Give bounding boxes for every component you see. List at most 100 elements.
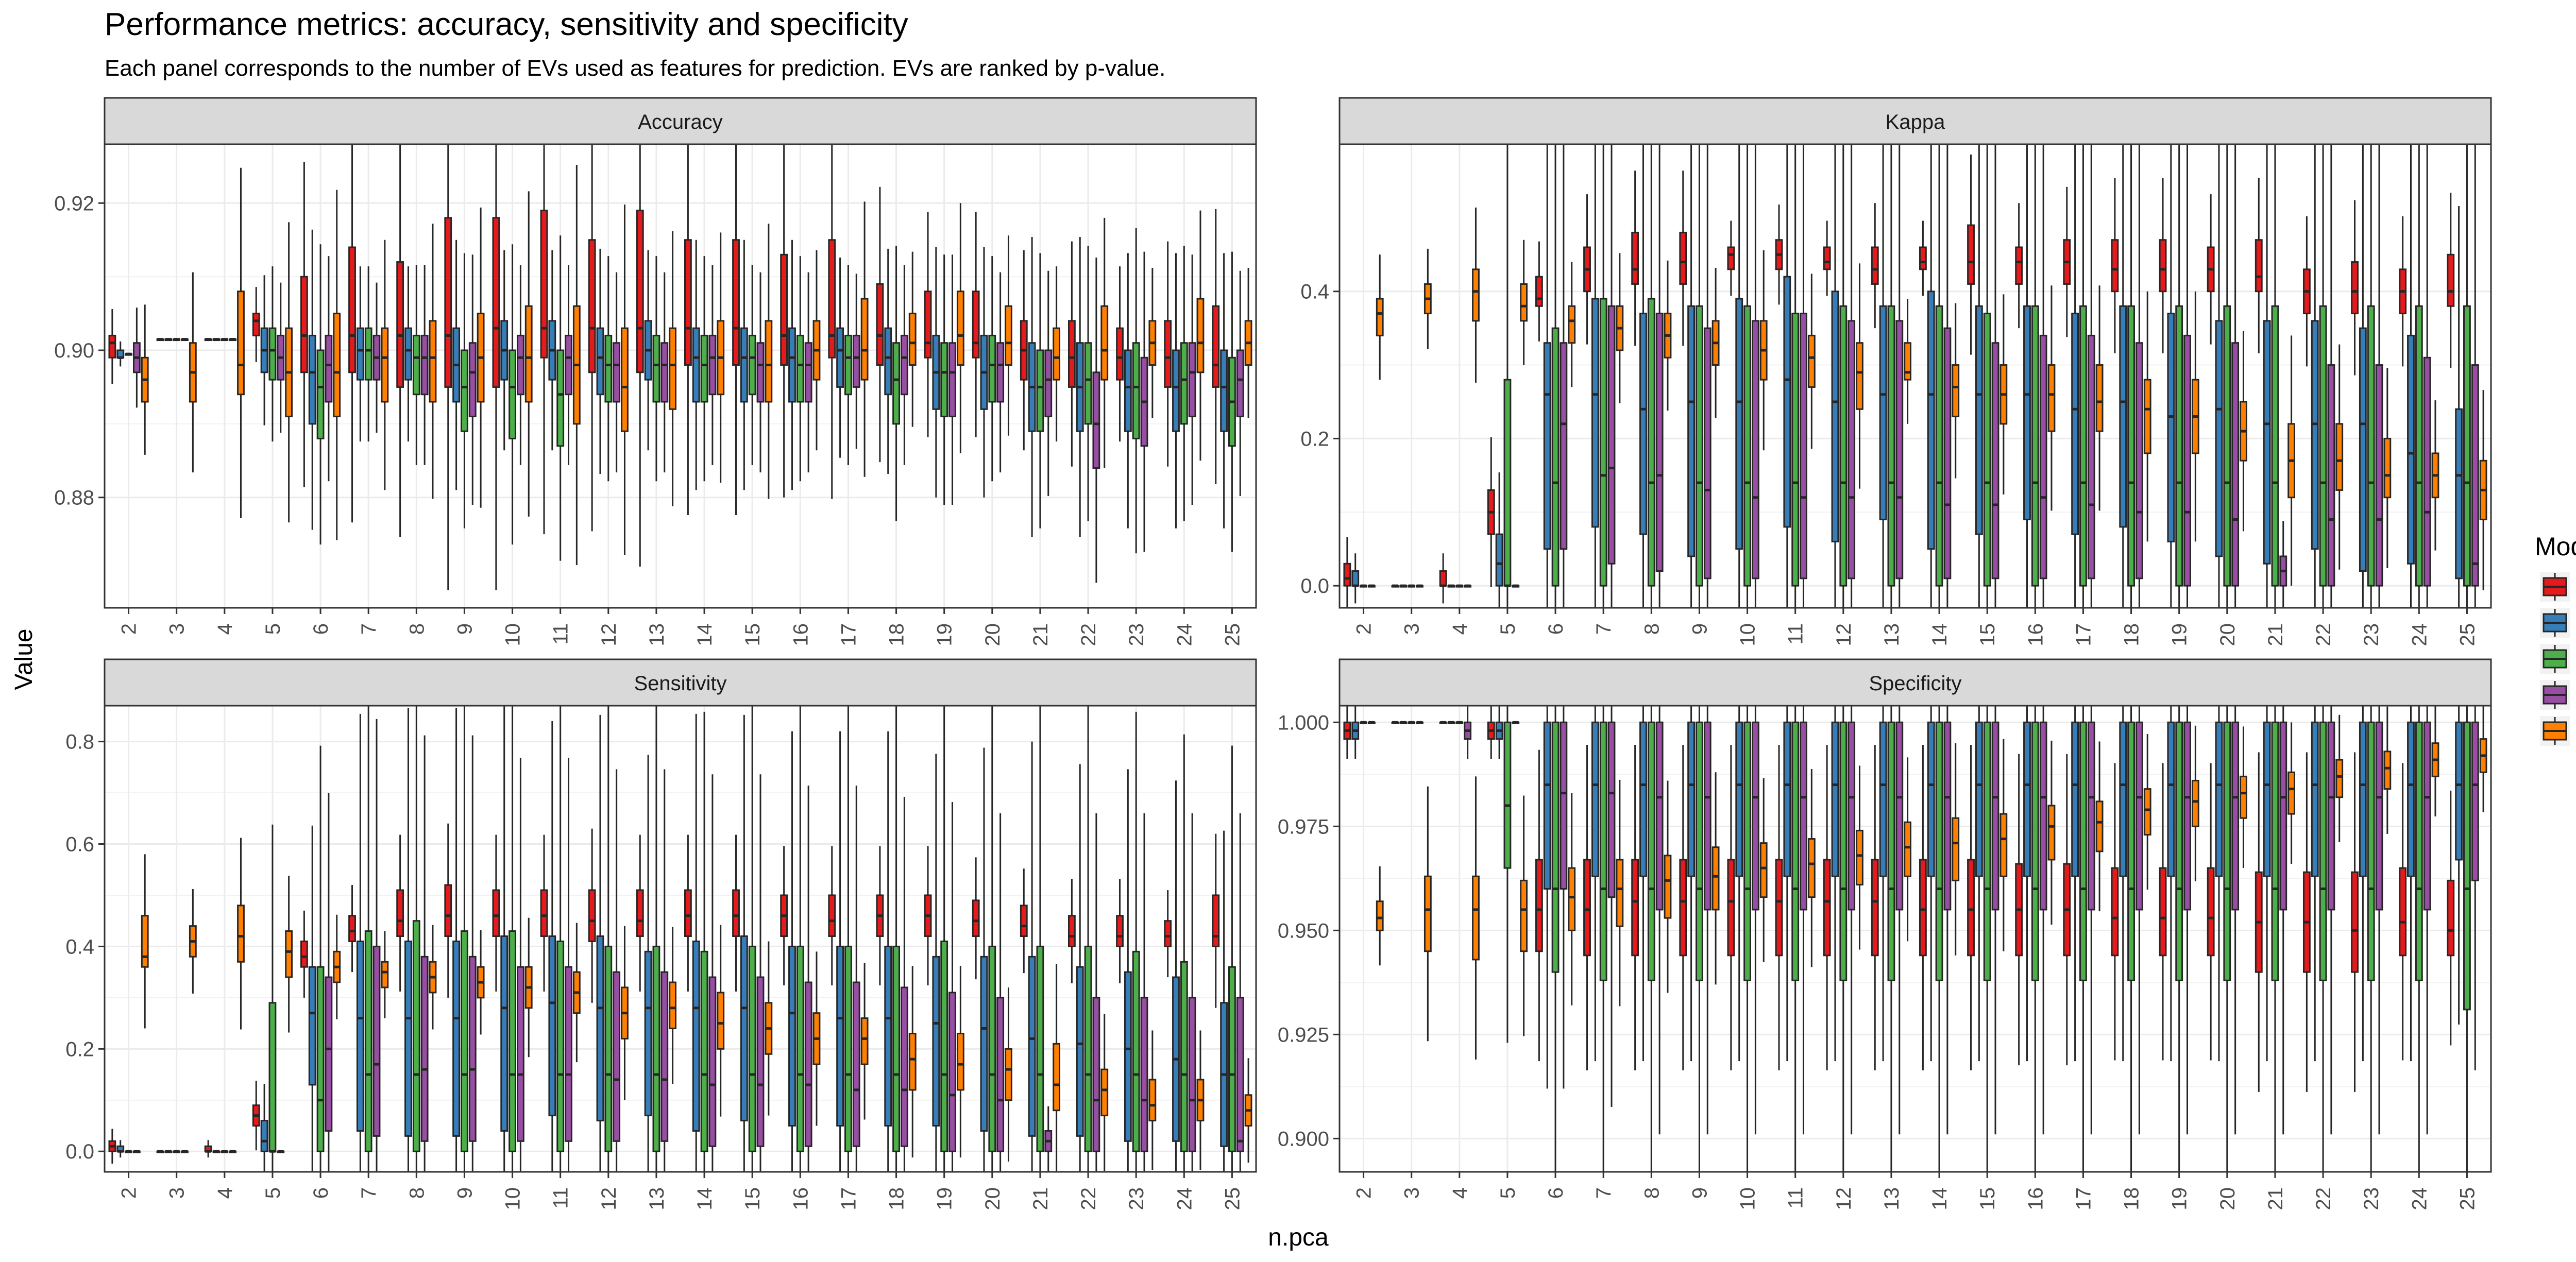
x-tick-label: 21 xyxy=(2264,1187,2287,1210)
panel-background xyxy=(105,144,1256,608)
x-tick-label: 24 xyxy=(1173,623,1196,646)
box-svmPoly xyxy=(1848,320,1856,579)
box-elasticNet xyxy=(356,327,364,381)
box-earth xyxy=(2463,721,2471,1011)
box-rf xyxy=(2047,805,2056,861)
x-tick-label: 10 xyxy=(1737,1187,1759,1210)
box-glm xyxy=(972,291,980,359)
y-tick-label: 0.92 xyxy=(54,192,94,215)
x-tick-label: 9 xyxy=(1688,1187,1711,1199)
box-glm xyxy=(1631,231,1639,285)
box-earth xyxy=(1551,327,1560,587)
box-elasticNet xyxy=(548,935,556,1117)
box-earth xyxy=(1983,313,1991,587)
box-earth xyxy=(1935,721,1943,981)
box-svmPoly xyxy=(2183,334,2191,587)
box-earth xyxy=(556,349,565,447)
box-elasticNet xyxy=(740,935,748,1122)
box-svmPoly xyxy=(660,971,669,1142)
box-earth xyxy=(700,334,708,403)
box-glm xyxy=(252,313,260,336)
y-tick-label: 0.900 xyxy=(1278,1128,1329,1150)
box-elasticNet xyxy=(1220,349,1228,432)
box-glm xyxy=(540,210,548,359)
box-elasticNet xyxy=(2215,721,2223,877)
box-elasticNet xyxy=(740,327,748,403)
box-rf xyxy=(765,320,773,403)
x-tick-label: 6 xyxy=(1545,623,1567,635)
series-rf xyxy=(1376,706,2487,1060)
box-svmPoly xyxy=(565,966,572,1142)
box-glm xyxy=(300,276,308,373)
x-tick-label: 24 xyxy=(1173,1187,1196,1210)
box-rf xyxy=(1472,875,1480,961)
box-elasticNet xyxy=(1495,533,1503,587)
box-rf xyxy=(1100,1068,1109,1117)
box-glm xyxy=(1823,246,1831,270)
box-svmPoly xyxy=(708,976,717,1147)
x-tick-label: 5 xyxy=(1497,1187,1519,1199)
box-elasticNet xyxy=(1879,305,1887,521)
box-elasticNet xyxy=(2263,320,2271,565)
x-tick-label: 12 xyxy=(1833,1187,1855,1210)
box-earth xyxy=(988,945,996,1152)
x-tick-label: 12 xyxy=(598,1187,620,1210)
box-earth xyxy=(364,930,372,1152)
x-tick-label: 13 xyxy=(646,623,668,646)
box-svmPoly xyxy=(516,334,524,396)
box-svmPoly xyxy=(1236,349,1244,418)
box-rf xyxy=(2191,779,2199,827)
x-tick-label: 20 xyxy=(2216,1187,2239,1210)
box-svmPoly xyxy=(1703,327,1711,579)
box-elasticNet xyxy=(1687,721,1696,877)
box-rf xyxy=(1196,298,1205,373)
x-tick-label: 23 xyxy=(1125,623,1148,646)
x-tick-label: 15 xyxy=(1976,623,1999,646)
box-svmPoly xyxy=(420,956,429,1142)
box-elasticNet xyxy=(2071,313,2079,535)
x-tick-label: 5 xyxy=(1497,623,1519,635)
box-elasticNet xyxy=(2311,320,2319,550)
legend: ModelglmelasticNetearthsvmPolyrf xyxy=(2535,532,2576,746)
x-tick-label: 20 xyxy=(2216,623,2239,646)
box-elasticNet xyxy=(2167,313,2175,542)
x-tick-label: 11 xyxy=(550,1187,572,1209)
box-elasticNet xyxy=(500,935,509,1132)
x-tick-label: 16 xyxy=(2024,623,2047,646)
box-elasticNet xyxy=(2407,334,2415,565)
x-tick-label: 17 xyxy=(837,623,860,646)
box-svmPoly xyxy=(900,334,908,396)
box-rf xyxy=(1856,342,1863,410)
box-earth xyxy=(2415,305,2423,587)
x-tick-label: 22 xyxy=(2312,1187,2335,1210)
box-earth xyxy=(796,334,804,403)
box-elasticNet xyxy=(2119,721,2127,877)
box-earth xyxy=(2223,305,2231,587)
box-glm xyxy=(1727,246,1735,270)
box-svmPoly xyxy=(565,334,572,396)
box-earth xyxy=(1887,721,1895,981)
y-tick-label: 0.88 xyxy=(54,487,94,509)
box-glm xyxy=(636,889,644,937)
box-glm xyxy=(2399,867,2407,957)
box-rf xyxy=(1472,268,1480,322)
x-tick-label: 12 xyxy=(1833,623,1855,646)
box-svmPoly xyxy=(1560,342,1568,550)
box-earth xyxy=(1696,305,1703,587)
x-tick-label: 6 xyxy=(1545,1187,1567,1199)
x-tick-label: 6 xyxy=(310,623,332,635)
box-earth xyxy=(1084,342,1092,425)
box-rf xyxy=(1148,1079,1157,1122)
box-elasticNet xyxy=(452,940,461,1137)
box-rf xyxy=(1520,879,1528,952)
x-tick-label: 4 xyxy=(214,1187,236,1199)
series-earth xyxy=(125,228,1236,561)
box-svmPoly xyxy=(613,971,621,1142)
box-earth xyxy=(2175,721,2183,981)
box-earth xyxy=(652,334,660,403)
box-elasticNet xyxy=(1591,298,1599,528)
box-svmPoly xyxy=(1607,305,1616,565)
series-glm xyxy=(108,823,1220,1164)
box-earth xyxy=(2415,721,2423,981)
